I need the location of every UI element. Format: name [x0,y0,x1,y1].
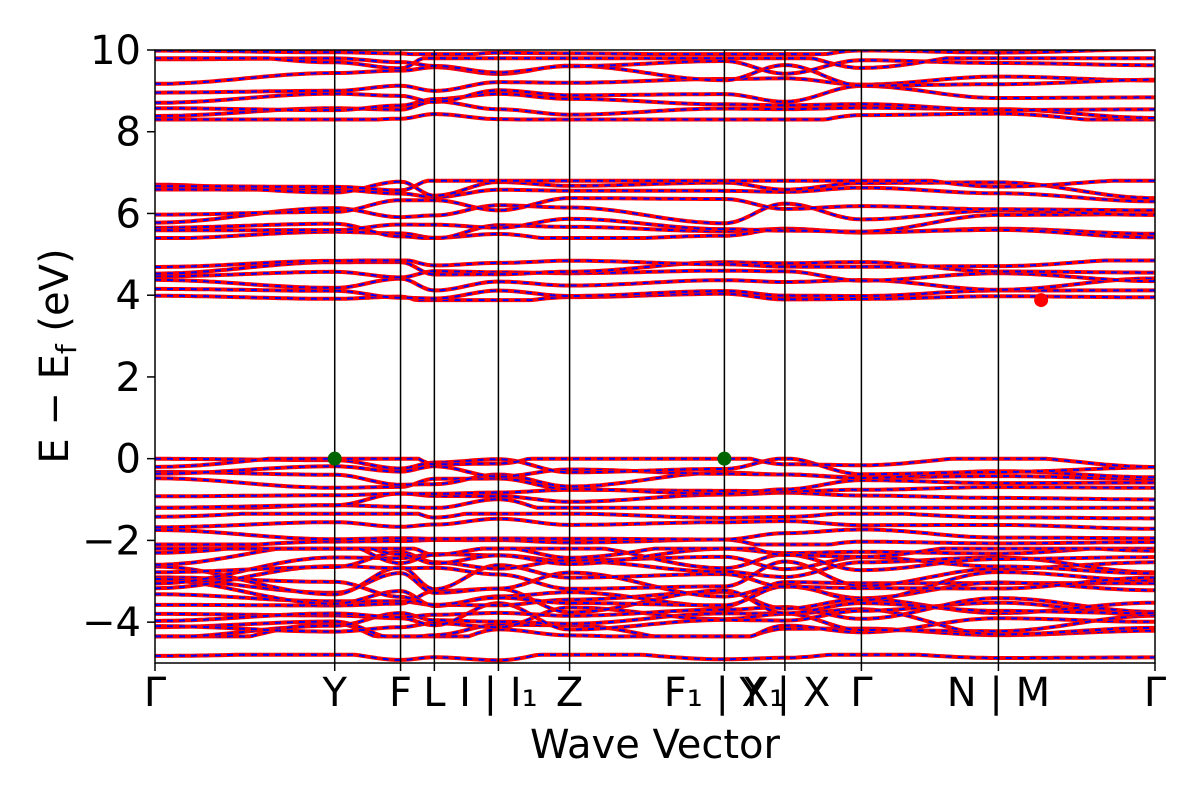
cbm-marker [1034,293,1049,308]
band-line-dashed [155,571,1155,601]
band-line-dashed [155,564,1155,596]
y-tick-label: 0 [116,437,141,483]
y-axis-title-main: E − E [32,354,78,464]
band-line-solid [155,212,1155,234]
y-tick-label: 4 [116,273,141,319]
band-line-dashed [155,486,1155,498]
band-line-solid [155,258,1155,269]
band-line-dashed [155,50,1155,56]
vbm-marker [717,451,732,466]
band-line-solid [155,589,1155,616]
y-axis-title: E − Ef (eV) [32,248,83,463]
x-tick-label: Γ [1144,670,1167,716]
y-tick-label: 6 [116,191,141,237]
x-tick-label: L [423,670,446,716]
band-line-solid [155,56,1155,71]
y-tick-label: 8 [116,110,141,156]
band-line-solid [155,276,1155,293]
band-line-solid [155,476,1155,496]
band-line-dashed [155,576,1155,607]
band-line-solid [155,221,1155,240]
band-edge-markers [327,293,1049,466]
y-tick-label: 2 [116,355,141,401]
plot-frame [154,49,1156,664]
band-line-solid [155,490,1155,510]
x-tick-label: Γ [144,670,167,716]
x-tick-label: I | I₁ [459,670,538,716]
band-line-solid [155,83,1155,105]
x-tick-label: Y | X [739,670,831,716]
band-line-solid [155,456,1155,469]
band-line-dashed [155,547,1155,565]
band-line-dashed [155,553,1155,585]
y-axis-title-unit: (eV) [32,248,78,344]
kpoint-lines [333,50,1000,663]
band-line-solid [155,74,1155,95]
band-line-solid [155,91,1155,113]
band-line-solid [155,652,1155,663]
band-line-dashed [155,606,1155,636]
band-line-dashed [155,617,1155,638]
x-tick-label: Z [556,670,583,716]
band-line-solid [155,527,1155,542]
x-tick-label: N | M [947,670,1050,716]
x-tick-label: Y [321,670,347,716]
x-axis-title: Wave Vector [530,722,781,768]
bands-layer [155,26,1155,663]
x-tick-label: Γ [850,670,873,716]
band-line-solid [155,185,1155,204]
band-line-solid [155,56,1155,76]
band-line-solid [155,196,1155,217]
y-axis-ticks: −4 −2 0 2 4 6 8 10 [82,28,155,646]
y-tick-label: 10 [90,28,141,74]
x-tick-label: F₁ | X₁ [664,670,785,716]
band-line-dashed [155,277,1155,292]
band-line-solid [155,611,1155,639]
band-line-solid [155,268,1155,284]
band-line-dashed [155,180,1155,200]
band-line-dashed [155,26,1155,31]
band-line-solid [155,111,1155,122]
band-line-dashed [155,64,1155,87]
band-line-solid [155,516,1155,531]
y-tick-label: −4 [82,600,141,646]
band-line-dashed [155,601,1155,631]
band-line-solid [155,596,1155,623]
band-line-dashed [155,547,1155,572]
band-line-solid [155,511,1155,521]
band-line-dashed [155,578,1155,608]
band-line-solid [155,178,1155,193]
y-tick-label: −2 [82,518,141,564]
band-line-solid [155,26,1155,31]
band-line-solid [155,469,1155,489]
y-axis-title-sub: f [50,343,83,354]
x-tick-label: F [389,670,412,716]
vbm-marker [327,451,342,466]
band-line-solid [155,291,1155,303]
